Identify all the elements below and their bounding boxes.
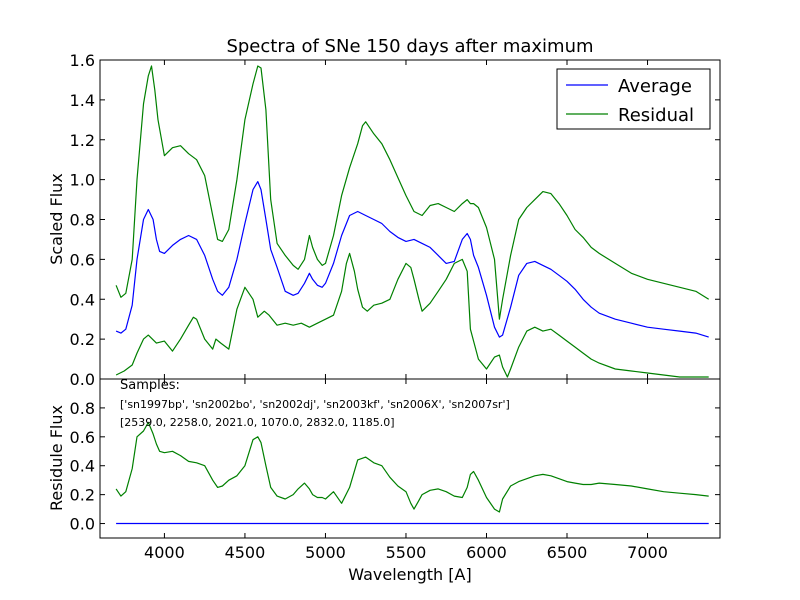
x-tick-label: 6000 [466,543,507,562]
top-series-line-2 [115,252,709,378]
x-tick-label: 5500 [386,543,427,562]
top-y-tick-label: 1.6 [70,51,95,70]
samples-annotation-values: [2539.0, 2258.0, 2021.0, 1070.0, 2832.0,… [120,416,394,429]
x-tick-label: 5000 [305,543,346,562]
top-y-tick-label: 0.6 [70,250,95,269]
legend-box [556,68,711,130]
legend: Average Residual [556,68,711,130]
bottom-y-tick-label: 0.6 [70,428,95,447]
top-series-line-0 [115,181,709,338]
x-axis: 4000 4500 5000 5500 6000 6500 7000 [144,60,668,562]
bottom-y-axis: 0.0 0.2 0.4 0.6 0.8 [70,399,720,534]
bottom-series-line-1 [115,421,709,513]
x-tick-label: 7000 [627,543,668,562]
top-y-axis: 0.0 0.2 0.4 0.6 0.8 1.0 1.2 1.4 1.6 [70,51,720,389]
legend-label-residual: Residual [618,105,694,126]
top-series-line-1 [115,65,710,320]
top-y-tick-label: 1.0 [70,171,95,190]
x-tick-label: 4500 [225,543,266,562]
bottom-y-tick-label: 0.0 [70,515,95,534]
bottom-y-tick-label: 0.2 [70,486,95,505]
top-y-tick-label: 1.4 [70,91,95,110]
top-y-axis-label: Scaled Flux [47,173,66,265]
bottom-series-group [115,421,709,525]
top-y-tick-label: 1.2 [70,131,95,150]
x-axis-label: Wavelength [A] [348,565,471,584]
chart-title: Spectra of SNe 150 days after maximum [226,36,593,57]
x-tick-label: 6500 [547,543,588,562]
samples-annotation-heading: Samples: [120,378,180,393]
top-series-group [115,65,710,378]
bottom-y-tick-label: 0.8 [70,399,95,418]
top-y-tick-label: 0.8 [70,211,95,230]
top-y-tick-label: 0.4 [70,290,95,309]
samples-annotation-names: ['sn1997bp', 'sn2002bo', 'sn2002dj', 'sn… [120,398,510,411]
x-tick-label: 4000 [144,543,185,562]
top-y-tick-label: 0.0 [70,370,95,389]
top-y-tick-label: 0.2 [70,330,95,349]
bottom-plot-frame [99,378,721,539]
legend-label-average: Average [618,76,692,97]
bottom-y-tick-label: 0.4 [70,457,95,476]
bottom-y-axis-label: Residule Flux [47,405,66,511]
